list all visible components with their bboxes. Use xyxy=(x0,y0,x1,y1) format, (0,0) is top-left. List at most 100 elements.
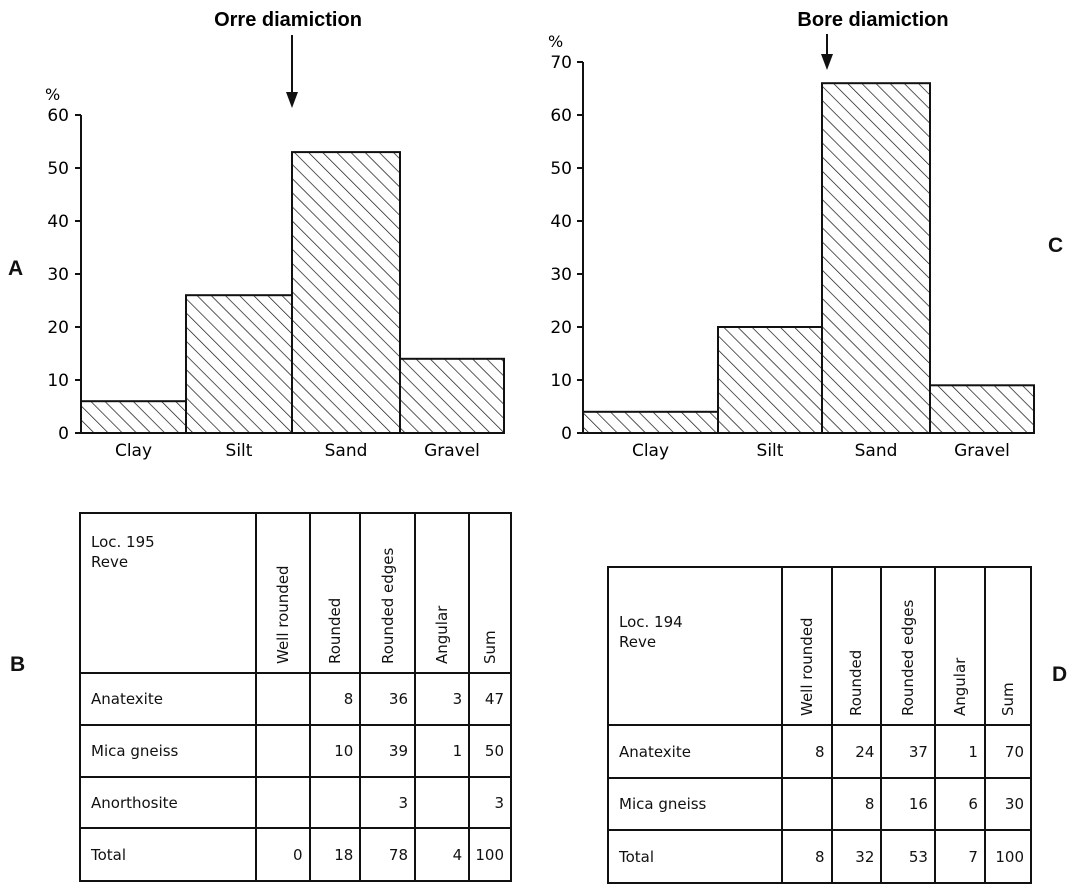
x-tick-label: Silt xyxy=(757,441,784,461)
table-cell: 36 xyxy=(359,672,416,726)
roundness-table-b: Loc. 195 Reve Well rounded Rounded Round… xyxy=(78,512,512,882)
table-cell: 0 xyxy=(255,827,311,882)
panel-label-b: B xyxy=(10,653,26,676)
row-label: Total xyxy=(607,829,783,884)
bar xyxy=(582,410,719,434)
bar xyxy=(185,294,293,435)
column-header: Rounded edges xyxy=(359,512,416,674)
column-header: Rounded xyxy=(308,512,362,674)
chart-title: Bore diamiction xyxy=(797,9,948,31)
table-cell xyxy=(308,776,362,829)
table-cell: 39 xyxy=(359,724,416,778)
place-label: Reve xyxy=(619,633,657,651)
table-cell: 18 xyxy=(308,827,362,882)
table-row: Total 8 32 53 7 100 xyxy=(607,829,1033,884)
column-header: Rounded xyxy=(830,566,883,726)
y-tick-label: 0 xyxy=(561,424,572,444)
histogram-charts: 0 10 20 30 40 50 60% Clay Silt Sand Gravel Orre dia… xyxy=(45,9,1035,461)
column-label: Sum xyxy=(998,682,1017,716)
arrow-head xyxy=(821,54,833,70)
table-cell: 100 xyxy=(468,827,512,882)
bar xyxy=(821,82,931,434)
y-tick-label: 40 xyxy=(47,212,69,232)
column-label: Rounded xyxy=(847,649,866,716)
column-header: Sum xyxy=(468,512,512,674)
table-cell: 8 xyxy=(780,829,833,884)
panel-label-c: C xyxy=(1048,234,1064,257)
x-tick-label: Sand xyxy=(325,441,368,461)
table-row: Anorthosite 3 3 xyxy=(78,776,512,829)
y-tick-label: 60 xyxy=(47,106,69,126)
y-tick-label: 20 xyxy=(550,318,572,338)
table-cell: 8 xyxy=(308,672,362,726)
y-tick-label: 60 xyxy=(550,106,572,126)
chart-title: Orre diamiction xyxy=(214,9,362,31)
column-header: Well rounded xyxy=(780,566,833,726)
place-label: Reve xyxy=(91,553,129,571)
table-row: Anatexite 8 36 3 47 xyxy=(78,672,512,726)
y-tick-label: 0 xyxy=(58,424,69,444)
table-header-location: Loc. 194 Reve xyxy=(607,566,783,726)
histogram-bore: 0 10 20 30 40 50 60 70% Clay Silt Sand Gravel Bore d… xyxy=(548,9,1035,461)
table-cell xyxy=(780,777,833,831)
table-cell xyxy=(255,776,311,829)
column-header: Angular xyxy=(413,512,471,674)
column-label: Angular xyxy=(950,657,969,716)
table-row: Mica gneiss 10 39 1 50 xyxy=(78,724,512,778)
table-cell: 3 xyxy=(413,672,471,726)
table-cell: 24 xyxy=(830,724,883,779)
table-row: Anatexite 8 24 37 1 70 xyxy=(607,724,1033,779)
x-tick-label: Sand xyxy=(855,441,898,461)
table-cell: 70 xyxy=(983,724,1033,779)
table-cell: 47 xyxy=(468,672,512,726)
column-label: Sum xyxy=(481,630,500,664)
bar xyxy=(717,326,823,434)
table-cell: 4 xyxy=(413,827,471,882)
y-axis-label: % xyxy=(548,32,563,51)
x-tick-label: Silt xyxy=(226,441,253,461)
table-cell: 53 xyxy=(880,829,936,884)
row-label: Anatexite xyxy=(78,672,258,726)
table-cell xyxy=(255,672,311,726)
table-cell: 30 xyxy=(983,777,1033,831)
table-cell: 100 xyxy=(983,829,1033,884)
table-cell xyxy=(413,776,471,829)
bar xyxy=(80,400,187,435)
column-header: Well rounded xyxy=(255,512,311,674)
x-tick-label: Clay xyxy=(632,441,669,461)
y-tick-label: 30 xyxy=(550,265,572,285)
table-row: Total 0 18 78 4 100 xyxy=(78,827,512,882)
x-tick-label: Gravel xyxy=(954,441,1010,461)
histogram-orre: 0 10 20 30 40 50 60% Clay Silt Sand Gravel Orre dia… xyxy=(45,9,505,461)
column-header: Angular xyxy=(933,566,986,726)
roundness-table-d: Loc. 194 Reve Well rounded Rounded Round… xyxy=(607,566,1033,884)
table-row: Mica gneiss 8 16 6 30 xyxy=(607,777,1033,831)
location-label: Loc. 195 xyxy=(91,533,155,551)
table-cell: 8 xyxy=(830,777,883,831)
column-label: Angular xyxy=(433,605,452,664)
column-header: Rounded edges xyxy=(880,566,936,726)
table-cell: 16 xyxy=(880,777,936,831)
row-label: Mica gneiss xyxy=(78,724,258,778)
y-tick-label: 20 xyxy=(47,318,69,338)
y-tick-label: 40 xyxy=(550,212,572,232)
bar xyxy=(399,357,505,434)
y-axis-label: % xyxy=(45,85,60,104)
arrow-head xyxy=(286,92,298,108)
column-label: Well rounded xyxy=(273,565,292,664)
table-cell: 3 xyxy=(359,776,416,829)
row-label: Anorthosite xyxy=(78,776,258,829)
table-cell: 3 xyxy=(468,776,512,829)
row-label: Mica gneiss xyxy=(607,777,783,831)
table-cell: 78 xyxy=(359,827,416,882)
y-tick-label: 10 xyxy=(550,371,572,391)
column-label: Rounded edges xyxy=(899,599,918,716)
panel-label-d: D xyxy=(1052,663,1068,686)
bar xyxy=(929,384,1035,434)
location-label: Loc. 194 xyxy=(619,613,683,631)
table-cell xyxy=(255,724,311,778)
table-cell: 6 xyxy=(933,777,986,831)
panel-label-a: A xyxy=(8,257,24,280)
table-cell: 50 xyxy=(468,724,512,778)
